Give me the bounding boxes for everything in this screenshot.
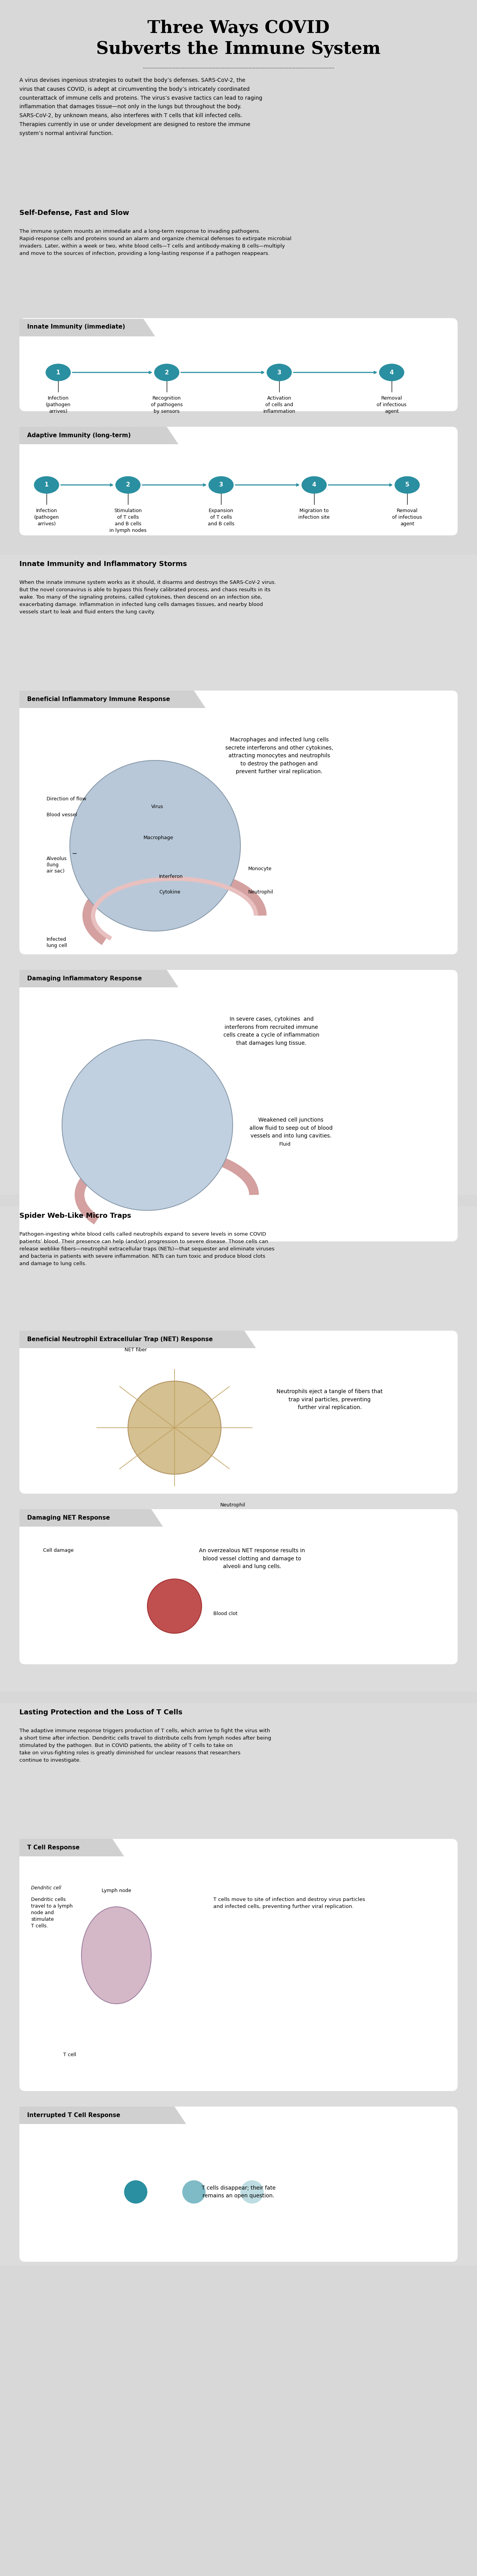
Text: Innate Immunity and Inflammatory Storms: Innate Immunity and Inflammatory Storms — [20, 562, 187, 567]
Text: Adaptive Immunity (long-term): Adaptive Immunity (long-term) — [27, 433, 131, 438]
Circle shape — [124, 2179, 147, 2202]
Text: Activation
of cells and
inflammation: Activation of cells and inflammation — [263, 397, 295, 415]
Text: Interferon: Interferon — [159, 873, 183, 878]
Text: NET fiber: NET fiber — [124, 1347, 147, 1352]
Polygon shape — [20, 1510, 163, 1528]
Polygon shape — [20, 690, 206, 708]
Text: Dendritic cells
travel to a lymph
node and
stimulate
T cells.: Dendritic cells travel to a lymph node a… — [31, 1896, 73, 1929]
Text: T cells move to site of infection and destroy virus particles
and infected cells: T cells move to site of infection and de… — [213, 1896, 365, 1909]
FancyBboxPatch shape — [20, 317, 457, 412]
Polygon shape — [20, 2107, 186, 2125]
Polygon shape — [20, 1839, 124, 1857]
Text: 4: 4 — [390, 368, 394, 376]
FancyBboxPatch shape — [0, 554, 477, 1195]
Text: The immune system mounts an immediate and a long-term response to invading patho: The immune system mounts an immediate an… — [20, 229, 291, 255]
Text: Pathogen-ingesting white blood cells called neutrophils expand to severe levels : Pathogen-ingesting white blood cells cal… — [20, 1231, 274, 1267]
Text: Cell damage: Cell damage — [43, 1548, 73, 1553]
FancyBboxPatch shape — [20, 1839, 457, 2092]
Ellipse shape — [301, 477, 327, 495]
Text: Interrupted T Cell Response: Interrupted T Cell Response — [27, 2112, 120, 2117]
Text: Weakened cell junctions
allow fluid to seep out of blood
vessels and into lung c: Weakened cell junctions allow fluid to s… — [249, 1118, 332, 1139]
Circle shape — [240, 2179, 264, 2202]
Ellipse shape — [46, 363, 71, 381]
Ellipse shape — [34, 477, 59, 495]
Ellipse shape — [115, 477, 141, 495]
FancyBboxPatch shape — [0, 1206, 477, 1692]
Text: Damaging Inflammatory Response: Damaging Inflammatory Response — [27, 976, 142, 981]
Text: Macrophages and infected lung cells
secrete interferons and other cytokines,
att: Macrophages and infected lung cells secr… — [225, 737, 333, 775]
Text: Alveolus
(lung
air sac): Alveolus (lung air sac) — [47, 855, 67, 873]
Text: Infection
(pathogen
arrives): Infection (pathogen arrives) — [34, 507, 59, 526]
Text: 2: 2 — [126, 482, 130, 487]
Text: Lasting Protection and the Loss of T Cells: Lasting Protection and the Loss of T Cel… — [20, 1708, 182, 1716]
FancyBboxPatch shape — [20, 971, 457, 1242]
Text: Self-Defense, Fast and Slow: Self-Defense, Fast and Slow — [20, 209, 129, 216]
Text: Cytokine: Cytokine — [159, 889, 180, 894]
Text: T Cell Response: T Cell Response — [27, 1844, 80, 1850]
Text: When the innate immune system works as it should, it disarms and destroys the SA: When the innate immune system works as i… — [20, 580, 276, 616]
Polygon shape — [20, 971, 178, 987]
Circle shape — [182, 2179, 206, 2202]
Text: Infected
lung cell: Infected lung cell — [47, 938, 67, 948]
Text: 5: 5 — [405, 482, 409, 487]
Text: 3: 3 — [277, 368, 281, 376]
Text: In severe cases, cytokines  and
interferons from recruited immune
cells create a: In severe cases, cytokines and interfero… — [223, 1018, 320, 1046]
Ellipse shape — [267, 363, 292, 381]
Circle shape — [70, 760, 240, 930]
Text: Lymph node: Lymph node — [102, 1888, 131, 1893]
Text: Recognition
of pathogens
by sensors: Recognition of pathogens by sensors — [151, 397, 183, 415]
Text: T cell: T cell — [63, 2053, 76, 2058]
Text: 2: 2 — [165, 368, 169, 376]
Text: Innate Immunity (immediate): Innate Immunity (immediate) — [27, 325, 125, 330]
Text: Damaging NET Response: Damaging NET Response — [27, 1515, 110, 1520]
FancyBboxPatch shape — [20, 690, 457, 953]
Ellipse shape — [379, 363, 404, 381]
Text: Monocyte: Monocyte — [248, 866, 272, 871]
Text: The adaptive immune response triggers production of T cells, which arrive to fig: The adaptive immune response triggers pr… — [20, 1728, 271, 1762]
Text: Direction of flow: Direction of flow — [47, 796, 86, 801]
Ellipse shape — [394, 477, 420, 495]
FancyBboxPatch shape — [0, 1703, 477, 2267]
Text: Removal
of infectious
agent: Removal of infectious agent — [377, 397, 406, 415]
Text: Blood clot: Blood clot — [213, 1613, 238, 1615]
Polygon shape — [20, 319, 155, 337]
Text: Expansion
of T cells
and B cells: Expansion of T cells and B cells — [208, 507, 234, 526]
FancyBboxPatch shape — [20, 1332, 457, 1494]
Text: Fluid: Fluid — [279, 1141, 291, 1146]
FancyBboxPatch shape — [20, 428, 457, 536]
Polygon shape — [20, 428, 178, 443]
Text: Beneficial Neutrophil Extracellular Trap (NET) Response: Beneficial Neutrophil Extracellular Trap… — [27, 1337, 213, 1342]
Text: Virus: Virus — [151, 804, 163, 809]
Text: Beneficial Inflammatory Immune Response: Beneficial Inflammatory Immune Response — [27, 696, 170, 703]
Text: Dendritic cell: Dendritic cell — [31, 1886, 61, 1891]
Text: T cells disappear; their fate
remains an open question.: T cells disappear; their fate remains an… — [201, 2184, 276, 2200]
Polygon shape — [20, 1332, 256, 1347]
Text: Three Ways COVID: Three Ways COVID — [147, 21, 330, 36]
Text: Blood vessel: Blood vessel — [47, 811, 77, 817]
Text: Subverts the Immune System: Subverts the Immune System — [96, 41, 381, 57]
Text: An overzealous NET response results in
blood vessel clotting and damage to
alveo: An overzealous NET response results in b… — [199, 1548, 305, 1569]
FancyBboxPatch shape — [20, 2107, 457, 2262]
Circle shape — [147, 1579, 202, 1633]
Ellipse shape — [208, 477, 234, 495]
Text: 1: 1 — [44, 482, 49, 487]
Text: Removal
of infectious
agent: Removal of infectious agent — [392, 507, 422, 526]
Text: 3: 3 — [219, 482, 223, 487]
Text: Neutrophils eject a tangle of fibers that
trap viral particles, preventing
furth: Neutrophils eject a tangle of fibers tha… — [277, 1388, 383, 1409]
Text: 1: 1 — [56, 368, 60, 376]
Text: Macrophage: Macrophage — [144, 835, 174, 840]
Text: Neutrophil: Neutrophil — [220, 1502, 245, 1507]
Text: Neutrophil: Neutrophil — [248, 889, 273, 894]
Text: A virus devises ingenious strategies to outwit the body’s defenses. SARS-CoV-2, : A virus devises ingenious strategies to … — [20, 77, 262, 137]
Text: Infection
(pathogen
arrives): Infection (pathogen arrives) — [46, 397, 71, 415]
FancyBboxPatch shape — [20, 1510, 457, 1664]
Circle shape — [128, 1381, 221, 1473]
Text: Migration to
infection site: Migration to infection site — [299, 507, 330, 520]
Text: Spider Web-Like Micro Traps: Spider Web-Like Micro Traps — [20, 1213, 131, 1218]
Ellipse shape — [154, 363, 179, 381]
Text: 4: 4 — [312, 482, 316, 487]
Circle shape — [62, 1041, 233, 1211]
Text: Stimulation
of T cells
and B cells
in lymph nodes: Stimulation of T cells and B cells in ly… — [109, 507, 146, 533]
Ellipse shape — [82, 1906, 151, 2004]
